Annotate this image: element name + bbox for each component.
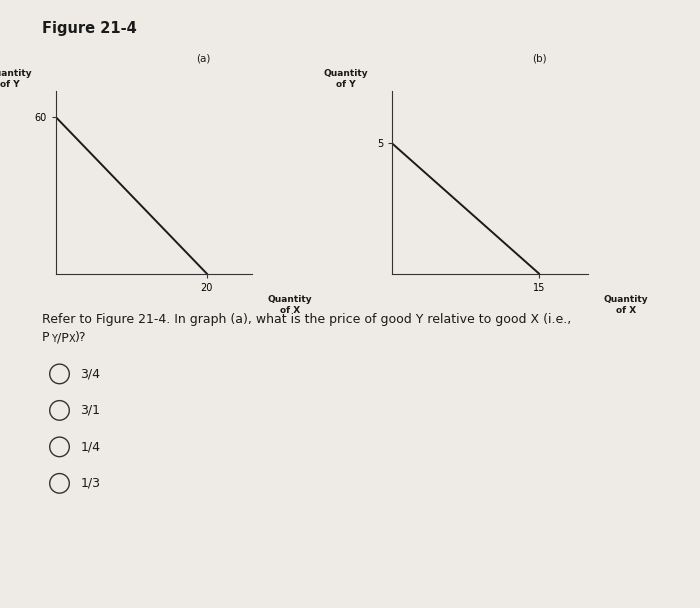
Text: /P: /P [57, 331, 69, 344]
Text: Quantity
of X: Quantity of X [267, 295, 312, 315]
Text: Y: Y [51, 334, 57, 344]
Text: Quantity
of Y: Quantity of Y [0, 69, 32, 89]
Text: Quantity
of X: Quantity of X [603, 295, 648, 315]
Text: Refer to Figure 21-4. In graph (a), what is the price of good Y relative to good: Refer to Figure 21-4. In graph (a), what… [42, 313, 571, 326]
Text: P: P [42, 331, 50, 344]
Text: Figure 21-4: Figure 21-4 [42, 21, 136, 36]
Text: X: X [69, 334, 75, 344]
Text: 3/4: 3/4 [80, 367, 101, 381]
Text: (a): (a) [196, 54, 210, 64]
Text: (b): (b) [532, 54, 546, 64]
Text: Quantity
of Y: Quantity of Y [323, 69, 368, 89]
Text: )?: )? [75, 331, 86, 344]
Text: 1/4: 1/4 [80, 440, 101, 454]
Text: 3/1: 3/1 [80, 404, 101, 417]
Text: 1/3: 1/3 [80, 477, 101, 490]
